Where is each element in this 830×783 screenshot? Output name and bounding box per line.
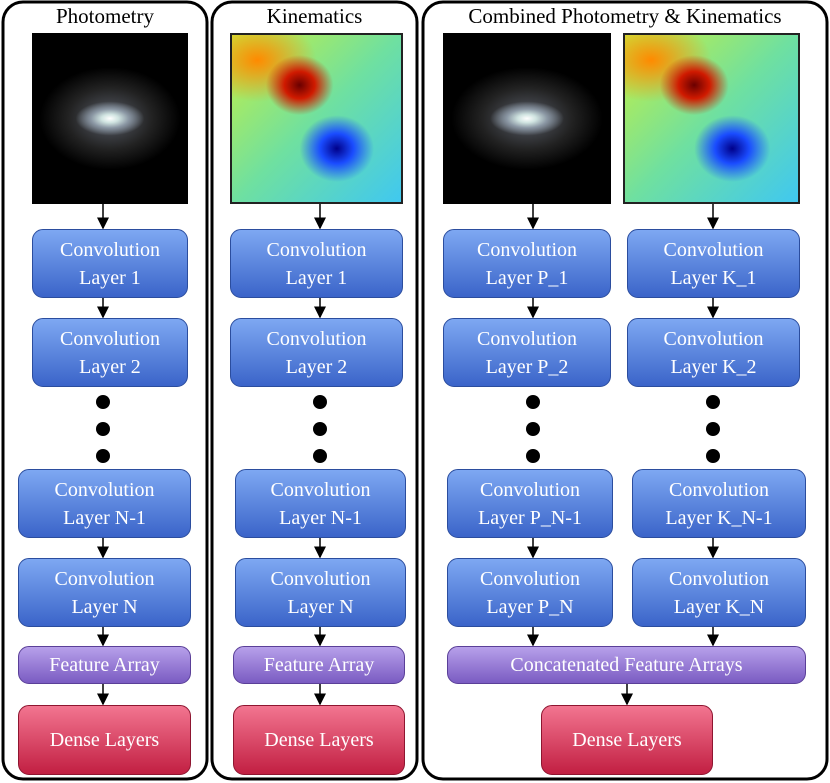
panel-border	[1, 0, 209, 781]
conv-layer: Convolution Layer 1	[32, 229, 188, 298]
box-text: Feature Array	[263, 654, 375, 676]
box-text: Convolution	[270, 567, 371, 590]
box-text: Layer K_2	[670, 355, 757, 378]
ellipsis-dot	[526, 422, 540, 436]
ellipsis-dot	[96, 449, 110, 463]
conv-layer: Convolution Layer K_N-1	[632, 469, 806, 538]
ellipsis-dot	[313, 422, 327, 436]
conv-layer: Convolution Layer P_1	[443, 229, 611, 298]
conv-layer: Convolution Layer N	[235, 558, 406, 627]
conv-layer: Convolution Layer 1	[230, 229, 403, 298]
conv-layer: Convolution Layer P_N	[447, 558, 613, 627]
box-text: Convolution	[668, 567, 769, 590]
box-text: Convolution	[479, 567, 580, 590]
dense-layers: Dense Layers	[233, 705, 405, 775]
dense-layers: Dense Layers	[18, 705, 191, 775]
box-text: Layer 2	[79, 355, 141, 378]
box-text: Convolution	[54, 567, 155, 590]
ellipsis-dot	[96, 395, 110, 409]
box-text: Layer P_2	[485, 355, 569, 378]
box-text: Dense Layers	[264, 729, 374, 751]
ellipsis-dot	[706, 449, 720, 463]
box-text: Layer K_N	[673, 595, 765, 618]
ellipsis-dot	[526, 395, 540, 409]
conv-layer: Convolution Layer N	[18, 558, 191, 627]
box-text: Convolution	[54, 478, 155, 501]
box-text: Convolution	[663, 327, 764, 350]
box-text: Layer P_N-1	[478, 506, 582, 529]
feature-array: Concatenated Feature Arrays	[447, 646, 806, 684]
box-text: Layer 1	[79, 266, 141, 289]
box-text: Convolution	[476, 238, 577, 261]
box-text: Layer K_N-1	[665, 506, 773, 529]
box-text: Layer P_N	[486, 595, 574, 618]
box-text: Feature Array	[49, 654, 160, 676]
box-text: Convolution	[270, 478, 371, 501]
ellipsis-dot	[706, 422, 720, 436]
box-text: Layer 2	[285, 355, 348, 378]
box-text: Layer N-1	[279, 506, 362, 529]
box-text: Dense Layers	[572, 729, 682, 751]
box-text: Convolution	[668, 478, 769, 501]
conv-layer: Convolution Layer K_2	[627, 318, 800, 387]
conv-layer: Convolution Layer K_1	[627, 229, 800, 298]
box-text: Layer 1	[285, 266, 348, 289]
panel-border	[421, 0, 829, 781]
conv-layer: Convolution Layer N-1	[18, 469, 191, 538]
ellipsis-dot	[313, 395, 327, 409]
ellipsis-dot	[96, 422, 110, 436]
box-text: Layer N-1	[63, 506, 146, 529]
box-text: Layer K_1	[670, 266, 757, 289]
box-text: Convolution	[663, 238, 764, 261]
panel-title: Photometry	[56, 4, 154, 28]
box-text: Convolution	[476, 327, 577, 350]
conv-layer: Convolution Layer N-1	[235, 469, 406, 538]
galaxy-image	[32, 33, 188, 204]
box-text: Convolution	[479, 478, 580, 501]
box-text: Convolution	[266, 238, 367, 261]
conv-layer: Convolution Layer P_2	[443, 318, 611, 387]
kinematics-map	[230, 33, 403, 204]
galaxy-image	[443, 33, 611, 204]
conv-layer: Convolution Layer K_N	[632, 558, 806, 627]
feature-array: Feature Array	[18, 646, 191, 684]
box-text: Layer N	[287, 595, 354, 618]
ellipsis-dot	[526, 449, 540, 463]
panel-title: Kinematics	[266, 4, 363, 28]
box-text: Layer N	[71, 595, 138, 618]
box-text: Dense Layers	[49, 729, 160, 751]
box-text: Convolution	[59, 327, 160, 350]
conv-layer: Convolution Layer P_N-1	[447, 469, 613, 538]
ellipsis-dot	[313, 449, 327, 463]
box-text: Layer P_1	[485, 266, 569, 289]
box-text: Convolution	[266, 327, 367, 350]
dense-layers: Dense Layers	[541, 705, 713, 775]
ellipsis-dot	[706, 395, 720, 409]
kinematics-map	[623, 33, 800, 204]
conv-layer: Convolution Layer 2	[230, 318, 403, 387]
feature-array: Feature Array	[233, 646, 405, 684]
box-text: Concatenated Feature Arrays	[510, 654, 743, 676]
conv-layer: Convolution Layer 2	[32, 318, 188, 387]
box-text: Convolution	[59, 238, 160, 261]
panel-border	[210, 0, 419, 781]
panel-title: Combined Photometry & Kinematics	[468, 4, 782, 28]
